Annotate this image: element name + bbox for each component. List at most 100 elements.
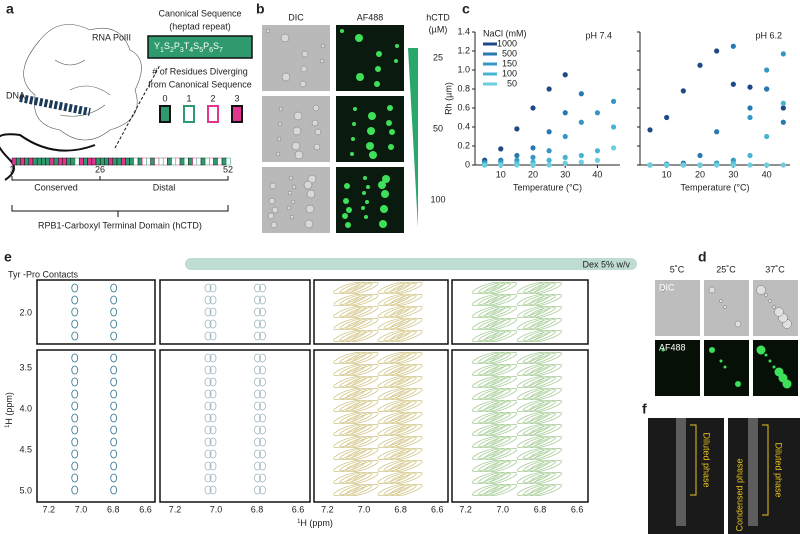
contour	[254, 425, 261, 435]
x-tick-label: 40	[592, 169, 602, 179]
data-point	[530, 154, 536, 160]
contour	[351, 436, 379, 448]
x-tick-label: 7.0	[210, 504, 223, 514]
y-tick-label: 0.4	[457, 121, 470, 131]
data-point	[664, 114, 670, 121]
contour	[110, 353, 118, 363]
x-tick-label: 7.2	[459, 504, 472, 514]
droplet	[300, 65, 308, 73]
droplet	[271, 206, 279, 214]
b-dic: DIC	[288, 12, 304, 22]
contour	[254, 319, 261, 329]
data-point	[562, 154, 568, 160]
data-point	[562, 72, 568, 78]
droplet	[772, 305, 776, 309]
contour	[209, 485, 217, 495]
data-point	[747, 162, 753, 168]
axes	[474, 32, 620, 166]
droplet	[268, 197, 276, 205]
temp-label: 5˚C	[670, 264, 685, 274]
contour	[489, 388, 518, 400]
panel-letter: d	[698, 249, 707, 265]
data-point	[546, 148, 552, 154]
contour	[534, 448, 562, 460]
droplet	[708, 286, 716, 294]
contour	[254, 473, 261, 483]
contour	[209, 377, 217, 387]
y-tick-label: 1.2	[457, 45, 470, 55]
diluted-label: Diluted phase	[774, 442, 784, 497]
x-tick-label: 30	[728, 169, 738, 179]
rna-pol-label: RNA PolII	[92, 32, 131, 42]
contour	[259, 485, 266, 495]
data-point	[714, 162, 720, 168]
droplet	[756, 285, 766, 295]
data-point	[482, 162, 488, 168]
contour	[110, 283, 118, 293]
contour	[395, 306, 423, 318]
repeat-box	[108, 157, 114, 166]
contour	[204, 449, 212, 459]
x-tick-label: 30	[560, 169, 570, 179]
x-tick-label: 7.0	[75, 504, 88, 514]
droplet	[366, 185, 370, 189]
data-point	[594, 110, 601, 116]
repeat-box	[179, 157, 185, 166]
repeat-box	[225, 157, 231, 166]
droplet	[319, 58, 325, 64]
droplet	[270, 221, 278, 229]
contour	[351, 484, 379, 496]
contour	[534, 412, 562, 424]
contour	[209, 473, 217, 483]
y-tick-label: 0	[465, 159, 470, 169]
data-point	[498, 162, 504, 168]
repeat-box	[36, 157, 42, 166]
droplet	[280, 33, 290, 43]
residue-position: 1	[160, 47, 164, 54]
contour	[395, 282, 423, 294]
linker	[0, 133, 96, 181]
contour	[489, 436, 518, 448]
contour	[71, 331, 79, 341]
contour	[259, 461, 266, 471]
repeat-box	[116, 157, 122, 166]
droplet	[291, 141, 301, 151]
droplet	[287, 190, 293, 196]
droplet	[723, 365, 727, 369]
droplet	[382, 175, 390, 183]
contour	[110, 401, 118, 411]
contour	[489, 412, 518, 424]
data-point	[714, 129, 720, 135]
polymerase-structure	[23, 24, 142, 141]
repeat-box	[183, 157, 189, 166]
droplet	[350, 152, 354, 156]
diverging-title: from Canonical Sequence	[148, 79, 252, 89]
contour	[204, 389, 212, 399]
contour	[209, 449, 217, 459]
droplet	[301, 50, 309, 58]
contour	[534, 294, 562, 306]
temp-label: 25˚C	[716, 264, 736, 274]
droplet	[374, 81, 380, 87]
contour	[395, 436, 423, 448]
legend-label: 150	[502, 58, 517, 68]
data-point	[530, 145, 536, 151]
repeat-box	[49, 157, 55, 166]
position-label: 52	[223, 164, 233, 174]
contour	[395, 352, 423, 364]
concentration: 50	[433, 123, 443, 133]
residue-position: 2	[170, 47, 174, 54]
contour	[351, 388, 379, 400]
contour	[71, 425, 79, 435]
y-tick-label: 0.8	[457, 83, 470, 93]
y-axis-label: Rh (µm)	[443, 82, 453, 115]
repeat-box	[62, 157, 67, 166]
contour	[110, 319, 118, 329]
data-point	[546, 129, 552, 135]
dic-image	[262, 25, 330, 91]
contour	[110, 413, 118, 423]
contour	[110, 437, 118, 447]
droplet	[267, 212, 275, 220]
repeat-box	[45, 157, 51, 166]
contour	[259, 473, 266, 483]
